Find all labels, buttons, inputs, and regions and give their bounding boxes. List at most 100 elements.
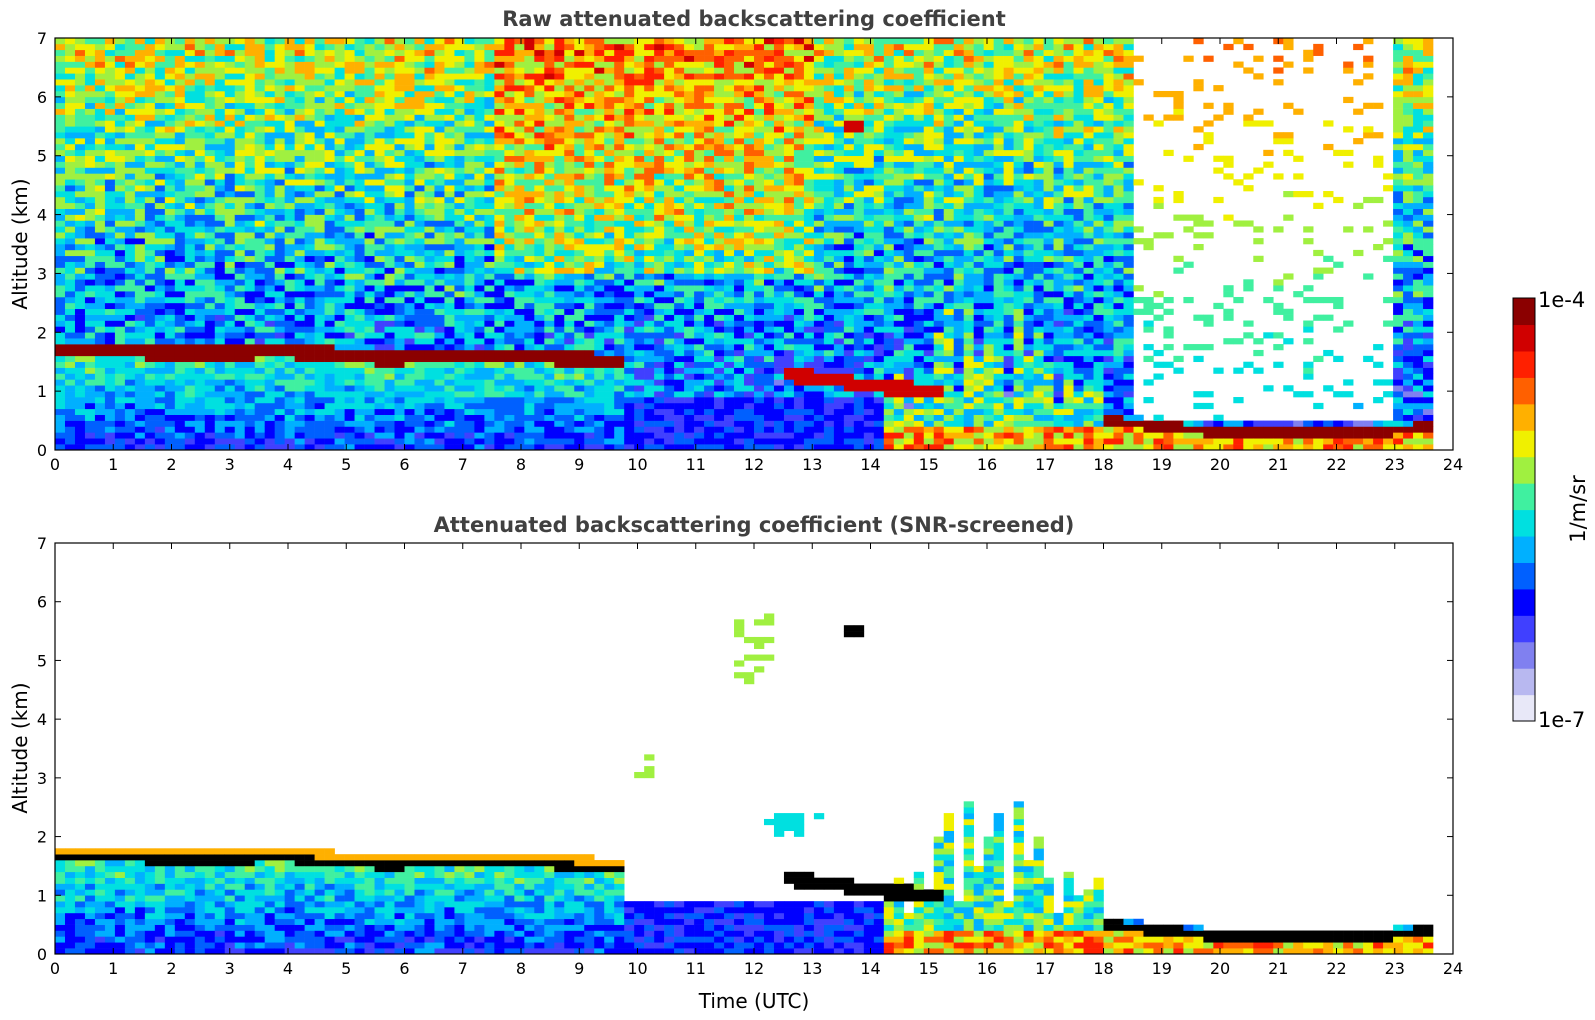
heatmap-cell	[604, 143, 615, 151]
heatmap-cell	[214, 138, 226, 145]
heatmap-cell	[84, 367, 96, 374]
heatmap-cell	[204, 308, 216, 315]
heatmap-cell	[84, 438, 96, 445]
heatmap-cell	[294, 202, 305, 209]
heatmap-cell	[204, 397, 216, 404]
heatmap-cell	[55, 273, 66, 280]
heatmap-cell	[714, 185, 725, 192]
heatmap-cell	[394, 173, 405, 180]
heatmap-cell	[394, 179, 405, 186]
heatmap-cell	[384, 267, 395, 274]
heatmap-cell	[454, 296, 465, 304]
heatmap-cell	[334, 261, 345, 268]
heatmap-cell	[574, 155, 585, 162]
heatmap-cell	[494, 108, 505, 115]
heatmap-cell	[624, 261, 635, 268]
heatmap-cell	[394, 355, 405, 363]
heatmap-cell	[644, 226, 655, 233]
heatmap-cell	[194, 161, 206, 168]
heatmap-cell	[464, 291, 475, 298]
heatmap-cell	[214, 143, 226, 151]
heatmap-cell	[664, 267, 675, 274]
heatmap-cell	[584, 338, 595, 345]
heatmap-cell	[124, 96, 136, 104]
heatmap-cell	[714, 385, 725, 392]
heatmap-cell	[264, 143, 275, 151]
heatmap-cell	[214, 414, 226, 421]
heatmap-cell	[164, 126, 176, 133]
heatmap-cell	[494, 279, 505, 286]
heatmap-cell	[494, 267, 505, 274]
heatmap-cell	[744, 402, 755, 410]
heatmap-cell	[604, 373, 615, 380]
heatmap-cell	[314, 114, 325, 121]
heatmap-cell	[244, 120, 256, 127]
heatmap-cell	[504, 90, 515, 98]
heatmap-cell	[304, 391, 315, 398]
heatmap-cell	[144, 361, 156, 368]
heatmap-cell	[94, 385, 106, 392]
heatmap-cell	[244, 285, 256, 292]
heatmap-cell	[55, 438, 66, 445]
heatmap-cell	[124, 379, 136, 386]
heatmap-cell	[344, 43, 355, 51]
heatmap-cell	[604, 420, 615, 427]
heatmap-cell	[424, 185, 435, 192]
heatmap-cell	[724, 355, 735, 363]
heatmap-cell	[344, 338, 355, 345]
heatmap-cell	[524, 232, 535, 239]
heatmap-cell	[114, 391, 126, 398]
heatmap-cell	[244, 302, 256, 310]
heatmap-cell	[64, 161, 76, 168]
heatmap-cell	[524, 61, 535, 68]
heatmap-cell	[134, 308, 146, 315]
heatmap-cell	[304, 43, 315, 51]
heatmap-cell	[184, 167, 196, 174]
heatmap-cell	[644, 138, 655, 145]
heatmap-cell	[554, 261, 565, 268]
heatmap-cell	[684, 291, 695, 298]
heatmap-cell	[644, 143, 655, 151]
heatmap-cell	[334, 355, 345, 363]
heatmap-cell	[474, 108, 485, 115]
heatmap-cell	[684, 196, 695, 204]
heatmap-cell	[624, 179, 635, 186]
heatmap-cell	[394, 279, 405, 286]
heatmap-cell	[664, 338, 675, 345]
heatmap-cell	[264, 96, 275, 104]
heatmap-cell	[564, 114, 575, 121]
heatmap-cell	[284, 367, 295, 374]
heatmap-cell	[204, 426, 216, 433]
heatmap-cell	[624, 267, 635, 274]
heatmap-cell	[294, 255, 305, 262]
heatmap-cell	[744, 379, 755, 386]
heatmap-cell	[384, 179, 395, 186]
heatmap-cell	[194, 444, 206, 451]
heatmap-cell	[734, 232, 745, 239]
heatmap-cell	[654, 143, 665, 151]
heatmap-cell	[114, 67, 126, 74]
heatmap-cell	[584, 244, 595, 251]
heatmap-cell	[224, 90, 236, 98]
heatmap-cell	[704, 244, 715, 251]
heatmap-cell	[324, 332, 335, 339]
heatmap-cell	[94, 426, 106, 433]
heatmap-cell	[224, 267, 236, 274]
heatmap-cell	[474, 361, 485, 368]
heatmap-cell	[484, 73, 495, 80]
heatmap-cell	[224, 361, 236, 368]
heatmap-cell	[404, 196, 415, 204]
heatmap-cell	[724, 161, 735, 168]
heatmap-cell	[364, 67, 375, 74]
heatmap-cell	[624, 391, 635, 398]
heatmap-cell	[594, 185, 605, 192]
heatmap-cell	[634, 414, 645, 421]
heatmap-cell	[554, 102, 565, 109]
heatmap-cell	[574, 126, 585, 133]
heatmap-cell	[534, 114, 545, 121]
heatmap-cell	[424, 320, 435, 327]
heatmap-cell	[284, 143, 295, 151]
heatmap-cell	[684, 208, 695, 215]
heatmap-cell	[264, 367, 275, 374]
heatmap-cell	[104, 438, 116, 445]
